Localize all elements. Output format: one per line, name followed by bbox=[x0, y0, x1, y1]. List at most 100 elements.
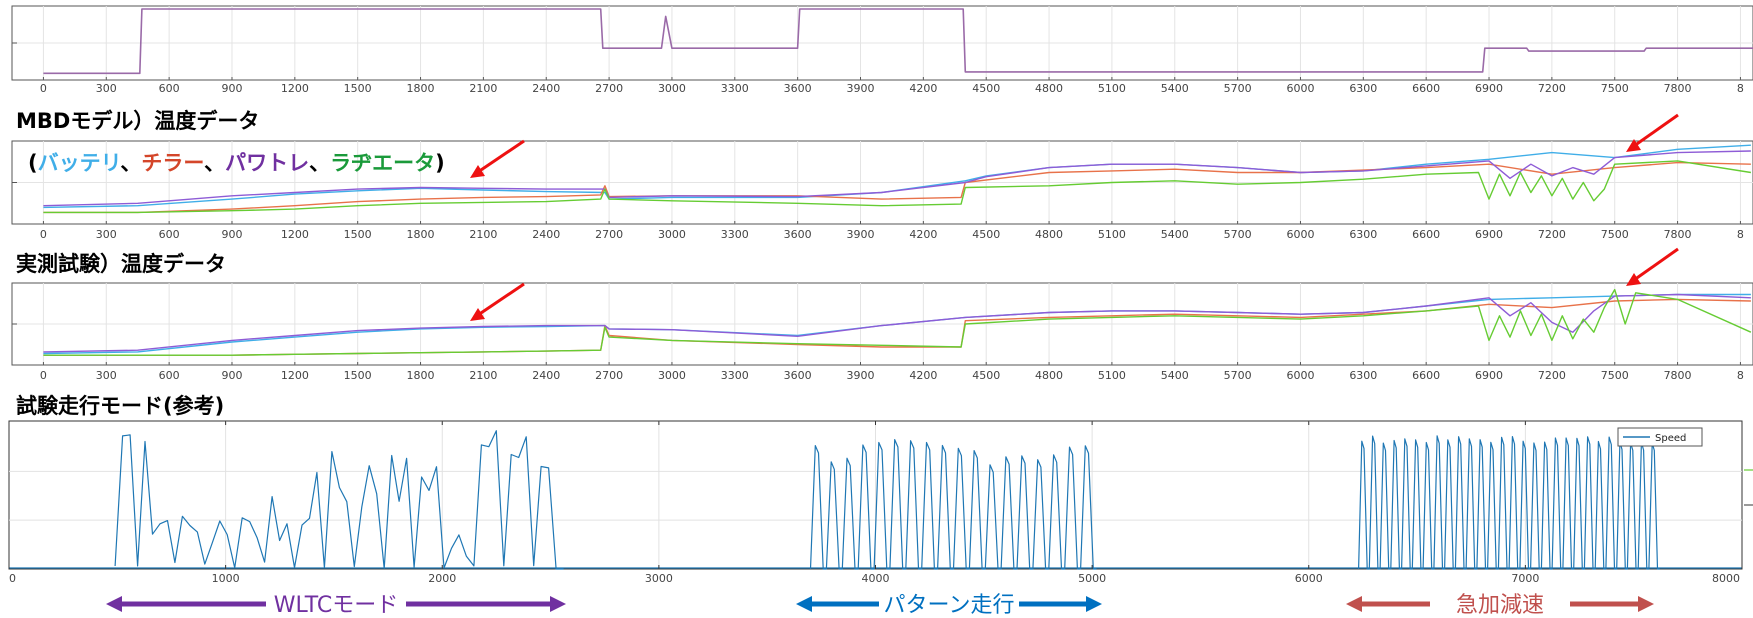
signal-tick-label: 4500 bbox=[972, 82, 1000, 95]
drive-legend: Speed bbox=[1617, 427, 1703, 447]
drive-panel-title: 試験走行モード(参考) bbox=[16, 394, 224, 418]
measured-tick-label: 8 bbox=[1737, 369, 1744, 382]
measured-series-powertrain bbox=[43, 293, 1751, 353]
model-tick-label: 900 bbox=[221, 228, 242, 241]
measured-tick-label: 300 bbox=[96, 369, 117, 382]
signal-tick-label: 4200 bbox=[909, 82, 937, 95]
measured-tick-label: 2100 bbox=[469, 369, 497, 382]
drive-tick-label: 1000 bbox=[212, 572, 240, 585]
measured-tick-label: 6000 bbox=[1286, 369, 1314, 382]
drive-tick-label: 4000 bbox=[862, 572, 890, 585]
measured-tick-label: 6300 bbox=[1349, 369, 1377, 382]
measured-series-radiator bbox=[43, 288, 1752, 356]
model-tick-label: 4800 bbox=[1035, 228, 1063, 241]
speed-trace-segment-1 bbox=[114, 430, 564, 570]
model-tick-label: 6300 bbox=[1349, 228, 1377, 241]
legend-battery: バッテリ bbox=[38, 151, 121, 175]
model-panel: 0 300 600 900 1200 1500 1800 2100 2400 2700 3000 33… bbox=[11, 140, 1753, 241]
signal-tick-label: 7200 bbox=[1538, 82, 1566, 95]
drive-tick-label: 2000 bbox=[428, 572, 456, 585]
drive-ticks: 0 1000 2000 3000 4000 5000 6000 7000 8000 bbox=[8, 421, 1743, 585]
red-arrow-3-head bbox=[470, 308, 485, 321]
measured-grid bbox=[12, 283, 1753, 365]
signal-tick-label: 3300 bbox=[721, 82, 749, 95]
model-tick-label: 1800 bbox=[407, 228, 435, 241]
model-tick-label: 4200 bbox=[909, 228, 937, 241]
mode-arrow-wltc-head-left bbox=[106, 596, 122, 612]
measured-tick-label: 4800 bbox=[1035, 369, 1063, 382]
mode-arrows: WLTCモード パターン走行 急加減速 bbox=[106, 593, 1654, 618]
mode-arrow-wltc-head-right bbox=[550, 596, 566, 612]
red-arrow-4-head bbox=[1626, 273, 1641, 286]
measured-tick-label: 900 bbox=[221, 369, 242, 382]
signal-tick-label: 6600 bbox=[1412, 82, 1440, 95]
signal-tick-label: 3600 bbox=[784, 82, 812, 95]
measured-tick-label: 5400 bbox=[1161, 369, 1189, 382]
signal-tick-label: 5100 bbox=[1098, 82, 1126, 95]
model-tick-label: 2400 bbox=[532, 228, 560, 241]
model-tick-label: 3600 bbox=[784, 228, 812, 241]
model-panel-title: MBDモデル）温度データ bbox=[16, 109, 259, 133]
speed-legend-box bbox=[1617, 427, 1703, 447]
measured-tick-label: 5100 bbox=[1098, 369, 1126, 382]
model-series-radiator bbox=[43, 160, 1752, 214]
legend-chiller: チラー bbox=[141, 151, 204, 175]
red-arrow-4 bbox=[1633, 247, 1679, 282]
model-tick-label: 7500 bbox=[1601, 228, 1629, 241]
signal-tick-label: 6000 bbox=[1286, 82, 1314, 95]
mode-arrow-accel-head-left bbox=[1346, 596, 1362, 612]
model-tick-label: 1500 bbox=[344, 228, 372, 241]
mode-arrow-accel-head-right bbox=[1638, 596, 1654, 612]
speed-trace-segment-2 bbox=[809, 439, 1097, 570]
signal-tick-label: 8 bbox=[1737, 82, 1744, 95]
model-tick-label: 1200 bbox=[281, 228, 309, 241]
signal-tick-label: 1800 bbox=[407, 82, 435, 95]
red-arrow-2 bbox=[1633, 113, 1679, 148]
drive-tick-label: 7000 bbox=[1511, 572, 1539, 585]
model-tick-label: 6900 bbox=[1475, 228, 1503, 241]
legend-sep-3: 、 bbox=[309, 151, 330, 175]
mode-arrow-pattern-head-left bbox=[796, 596, 812, 612]
measured-panel-title: 実測試験）温度データ bbox=[16, 252, 226, 276]
measured-tick-label: 3600 bbox=[784, 369, 812, 382]
model-tick-label: 300 bbox=[96, 228, 117, 241]
signal-tick-label: 7500 bbox=[1601, 82, 1629, 95]
drive-tick-label: 0 bbox=[9, 572, 16, 585]
speed-trace-segment-3 bbox=[1358, 435, 1660, 570]
signal-tick-label: 2700 bbox=[595, 82, 623, 95]
mode-label-pattern: パターン走行 bbox=[884, 593, 1015, 618]
model-tick-label: 3900 bbox=[847, 228, 875, 241]
signal-tick-label: 6300 bbox=[1349, 82, 1377, 95]
model-tick-label: 3300 bbox=[721, 228, 749, 241]
model-tick-label: 2100 bbox=[469, 228, 497, 241]
measured-ticks: 0 300 600 900 1200 1500 1800 2100 2400 2700 3000 33… bbox=[12, 323, 1744, 382]
measured-tick-label: 0 bbox=[40, 369, 47, 382]
legend-open: ( bbox=[28, 151, 38, 175]
signal-tick-label: 1200 bbox=[281, 82, 309, 95]
annotation-arrows bbox=[470, 113, 1679, 321]
model-series-powertrain bbox=[43, 150, 1751, 207]
red-arrow-1-head bbox=[470, 165, 485, 178]
measured-tick-label: 7800 bbox=[1664, 369, 1692, 382]
model-series-chiller bbox=[43, 161, 1751, 214]
signal-tick-label: 3000 bbox=[658, 82, 686, 95]
measured-tick-label: 1800 bbox=[407, 369, 435, 382]
measured-tick-label: 7500 bbox=[1601, 369, 1629, 382]
model-tick-label: 5400 bbox=[1161, 228, 1189, 241]
signal-tick-label: 0 bbox=[40, 82, 47, 95]
measured-tick-label: 3000 bbox=[658, 369, 686, 382]
measured-tick-label: 5700 bbox=[1224, 369, 1252, 382]
signal-tick-label: 3900 bbox=[847, 82, 875, 95]
measured-tick-label: 600 bbox=[159, 369, 180, 382]
mode-label-accel: 急加減速 bbox=[1456, 593, 1544, 618]
drive-tick-label: 6000 bbox=[1295, 572, 1323, 585]
measured-panel: 0 300 600 900 1200 1500 1800 2100 2400 2700 3000 33… bbox=[11, 282, 1753, 382]
mode-label-wltc: WLTCモード bbox=[274, 593, 399, 618]
signal-panel: 0 300 600 900 1200 1500 1800 2100 2400 2700 3000 33… bbox=[11, 5, 1753, 95]
measured-tick-label: 1200 bbox=[281, 369, 309, 382]
legend-radiator: ラヂエータ bbox=[330, 151, 435, 175]
measured-tick-label: 2700 bbox=[595, 369, 623, 382]
measured-tick-label: 6600 bbox=[1412, 369, 1440, 382]
signal-grid bbox=[12, 6, 1753, 80]
